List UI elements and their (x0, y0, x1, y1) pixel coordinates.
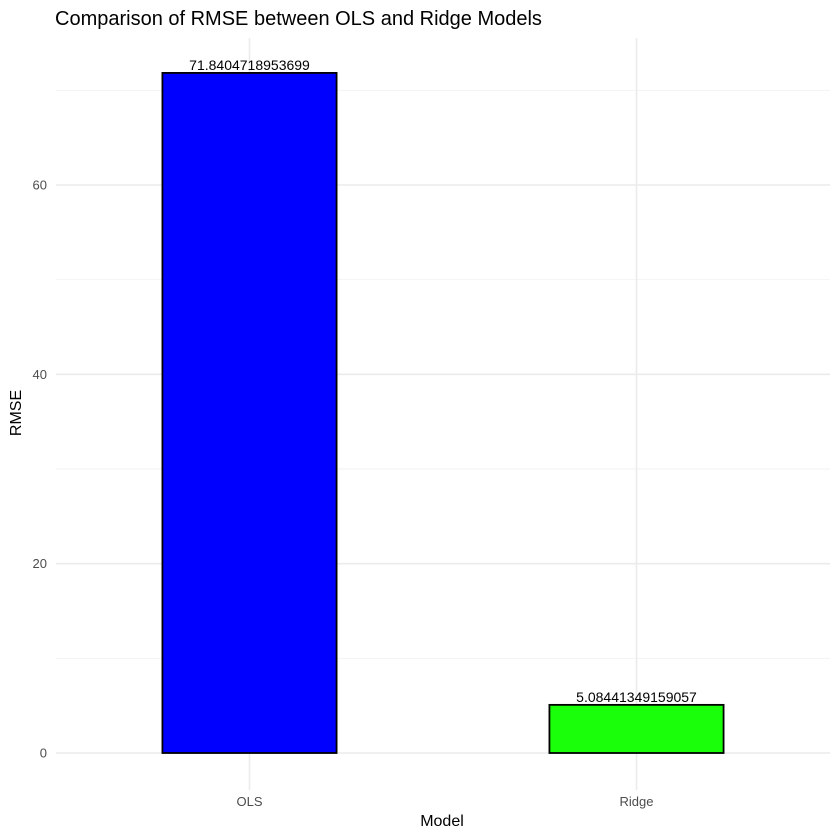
data-label: 71.8404718953699 (189, 57, 310, 73)
y-tick-label: 20 (33, 556, 47, 571)
chart-title: Comparison of RMSE between OLS and Ridge… (55, 8, 542, 30)
y-axis-title: RMSE (8, 390, 25, 436)
x-tick-label: Ridge (620, 794, 654, 809)
bar-ridge (548, 703, 725, 754)
bars (161, 72, 725, 754)
data-labels: 71.8404718953699 5.08441349159057 (189, 57, 697, 705)
y-axis-ticks: 0 20 40 60 (33, 178, 47, 761)
y-tick-label: 40 (33, 367, 47, 382)
y-tick-label: 0 (40, 746, 47, 761)
bar-ols (161, 72, 338, 754)
x-tick-label: OLS (236, 794, 262, 809)
x-axis-ticks: OLS Ridge (236, 794, 653, 809)
x-axis-title: Model (420, 813, 464, 830)
data-label: 5.08441349159057 (576, 689, 697, 705)
y-tick-label: 60 (33, 178, 47, 193)
